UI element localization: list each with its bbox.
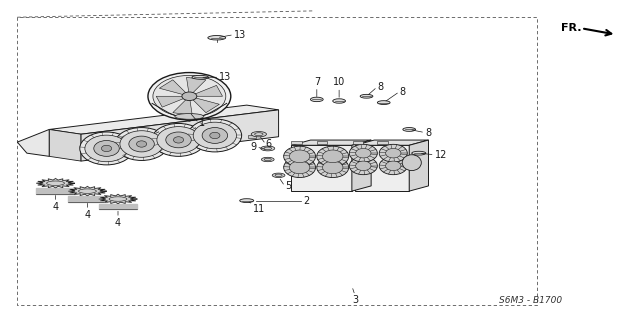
Ellipse shape bbox=[289, 150, 310, 163]
Ellipse shape bbox=[85, 135, 128, 162]
Ellipse shape bbox=[157, 127, 200, 153]
Ellipse shape bbox=[260, 146, 275, 151]
Ellipse shape bbox=[412, 151, 426, 155]
Polygon shape bbox=[193, 98, 220, 113]
Ellipse shape bbox=[101, 145, 111, 152]
Text: 2: 2 bbox=[303, 196, 309, 206]
Polygon shape bbox=[17, 130, 49, 156]
Ellipse shape bbox=[323, 161, 343, 174]
Polygon shape bbox=[186, 77, 206, 93]
Polygon shape bbox=[81, 110, 278, 161]
Ellipse shape bbox=[323, 150, 343, 163]
Text: 11: 11 bbox=[253, 204, 266, 214]
Text: FR.: FR. bbox=[561, 23, 581, 33]
Ellipse shape bbox=[188, 119, 242, 152]
Text: 10: 10 bbox=[333, 78, 345, 87]
Polygon shape bbox=[159, 80, 186, 95]
Ellipse shape bbox=[402, 155, 421, 171]
Ellipse shape bbox=[356, 148, 371, 158]
Ellipse shape bbox=[284, 146, 316, 167]
Polygon shape bbox=[195, 85, 223, 96]
Ellipse shape bbox=[202, 128, 228, 143]
Ellipse shape bbox=[289, 161, 310, 174]
Ellipse shape bbox=[240, 199, 253, 203]
Ellipse shape bbox=[120, 131, 163, 157]
Polygon shape bbox=[49, 130, 81, 161]
Ellipse shape bbox=[251, 131, 266, 137]
Polygon shape bbox=[36, 178, 75, 188]
Ellipse shape bbox=[333, 99, 346, 103]
Text: 9: 9 bbox=[250, 142, 256, 152]
Ellipse shape bbox=[403, 128, 415, 131]
Ellipse shape bbox=[356, 161, 371, 171]
Polygon shape bbox=[36, 188, 75, 194]
Ellipse shape bbox=[148, 72, 231, 120]
Ellipse shape bbox=[94, 141, 119, 156]
Text: 8: 8 bbox=[425, 128, 431, 137]
Ellipse shape bbox=[378, 101, 390, 105]
Ellipse shape bbox=[360, 94, 373, 98]
Polygon shape bbox=[68, 186, 106, 196]
Text: 7: 7 bbox=[314, 77, 320, 87]
Ellipse shape bbox=[175, 114, 204, 119]
Text: 12: 12 bbox=[435, 150, 447, 160]
Ellipse shape bbox=[317, 146, 349, 167]
Ellipse shape bbox=[152, 123, 205, 156]
Ellipse shape bbox=[115, 128, 168, 160]
Ellipse shape bbox=[192, 75, 209, 79]
Bar bbox=[317, 141, 327, 144]
Text: 8: 8 bbox=[399, 86, 406, 97]
Text: 4: 4 bbox=[52, 202, 59, 212]
Polygon shape bbox=[355, 145, 409, 191]
Polygon shape bbox=[99, 194, 137, 204]
Polygon shape bbox=[291, 145, 352, 191]
Ellipse shape bbox=[386, 148, 401, 158]
Ellipse shape bbox=[208, 35, 226, 40]
Ellipse shape bbox=[173, 137, 184, 143]
Polygon shape bbox=[409, 140, 429, 191]
Bar bbox=[378, 141, 388, 144]
Ellipse shape bbox=[129, 136, 154, 152]
Text: 4: 4 bbox=[115, 218, 121, 228]
Bar bbox=[353, 141, 364, 144]
Ellipse shape bbox=[386, 161, 401, 171]
Ellipse shape bbox=[380, 144, 407, 162]
Ellipse shape bbox=[261, 157, 274, 162]
Polygon shape bbox=[49, 105, 278, 134]
Polygon shape bbox=[291, 140, 371, 145]
Text: 8: 8 bbox=[378, 82, 383, 92]
Text: 5: 5 bbox=[285, 182, 291, 191]
Text: 4: 4 bbox=[84, 210, 90, 220]
Ellipse shape bbox=[80, 132, 133, 165]
Text: 3: 3 bbox=[352, 295, 358, 306]
Polygon shape bbox=[68, 196, 106, 202]
Ellipse shape bbox=[349, 144, 378, 162]
Text: 6: 6 bbox=[266, 139, 272, 149]
Ellipse shape bbox=[380, 157, 407, 175]
Ellipse shape bbox=[136, 141, 147, 147]
Ellipse shape bbox=[166, 132, 191, 148]
Ellipse shape bbox=[210, 132, 220, 139]
Ellipse shape bbox=[193, 122, 237, 149]
Ellipse shape bbox=[349, 157, 378, 175]
Text: 13: 13 bbox=[220, 72, 232, 82]
Text: S6M3 - B1700: S6M3 - B1700 bbox=[499, 296, 562, 305]
Ellipse shape bbox=[317, 157, 349, 178]
Ellipse shape bbox=[284, 157, 316, 178]
Polygon shape bbox=[156, 96, 184, 107]
Ellipse shape bbox=[310, 97, 323, 102]
Bar bbox=[291, 141, 301, 144]
Polygon shape bbox=[355, 140, 429, 145]
Text: 13: 13 bbox=[234, 30, 246, 40]
Bar bbox=[248, 135, 255, 138]
Ellipse shape bbox=[153, 75, 226, 117]
Ellipse shape bbox=[182, 92, 197, 100]
Ellipse shape bbox=[272, 173, 285, 178]
Polygon shape bbox=[173, 99, 192, 115]
Polygon shape bbox=[352, 140, 371, 191]
Text: 1: 1 bbox=[199, 118, 205, 128]
Polygon shape bbox=[99, 204, 137, 210]
